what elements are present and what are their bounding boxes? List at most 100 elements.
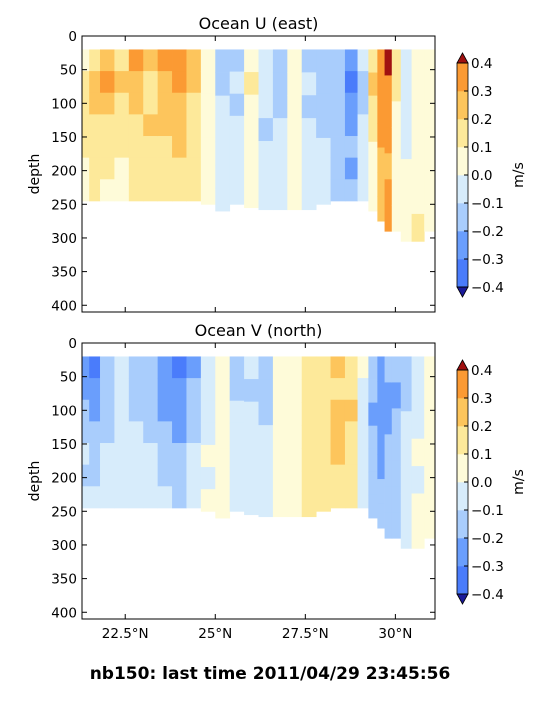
v-heatmap-cell xyxy=(272,493,288,518)
u-y-axis-label: depth xyxy=(27,154,43,195)
u-heatmap-cell xyxy=(287,95,303,119)
u-colorbar-label: m/s xyxy=(511,162,527,188)
v-colorbar-tick-label: −0.4 xyxy=(471,587,504,603)
u-heatmap-cell xyxy=(424,101,435,128)
v-heatmap-cell xyxy=(186,421,202,444)
v-heatmap-cell xyxy=(287,356,303,380)
u-heatmap-cell xyxy=(89,179,101,202)
u-heatmap-cell xyxy=(100,136,115,159)
v-heatmap-cell xyxy=(272,470,288,495)
u-heatmap-cell xyxy=(100,49,115,72)
v-heatmap-cell xyxy=(377,454,385,480)
u-colorbar-tick-label: 0.2 xyxy=(471,112,492,128)
v-heatmap-cell xyxy=(157,443,173,466)
v-colorbar-tick-label: −0.2 xyxy=(471,531,504,547)
v-colorbar-segment xyxy=(457,482,468,511)
v-heatmap-cell xyxy=(368,379,378,404)
v-heatmap-cell xyxy=(344,421,358,444)
v-heatmap-cell xyxy=(330,399,346,422)
u-heatmap-cell xyxy=(272,141,288,165)
u-heatmap-cell xyxy=(89,71,101,94)
u-y-tick-label: 50 xyxy=(60,63,77,79)
u-heatmap-cell xyxy=(89,49,101,72)
u-heatmap-cell xyxy=(330,179,346,202)
u-heatmap-cell xyxy=(411,104,425,133)
v-heatmap-cell xyxy=(244,424,259,448)
u-heatmap-cell xyxy=(100,179,115,202)
v-y-tick-label: 100 xyxy=(51,403,77,419)
v-colorbar-tick-label: 0.4 xyxy=(471,363,492,379)
u-y-tick-label: 150 xyxy=(51,130,77,146)
u-heatmap-cell xyxy=(172,49,187,72)
u-heatmap-cell xyxy=(128,136,144,159)
v-heatmap-cell xyxy=(82,421,90,444)
v-heatmap-cell xyxy=(229,489,245,512)
v-heatmap-cell xyxy=(82,443,90,466)
v-heatmap-cell xyxy=(330,356,346,379)
u-colorbar-tick-label: 0.4 xyxy=(471,56,492,72)
u-y-tick-label: 200 xyxy=(51,164,77,180)
v-heatmap-cell xyxy=(172,378,187,401)
u-heatmap-cell xyxy=(82,179,90,202)
v-heatmap-cell xyxy=(229,356,245,379)
u-heatmap-cell xyxy=(100,157,115,180)
u-heatmap-cell xyxy=(157,49,173,72)
v-heatmap-cell xyxy=(186,486,202,509)
u-heatmap-cell xyxy=(244,94,259,118)
v-y-tick-label: 250 xyxy=(51,504,77,520)
u-heatmap-cell xyxy=(301,186,317,211)
u-heatmap-cell xyxy=(357,179,369,202)
u-heatmap-cell xyxy=(272,118,288,142)
v-x-tick-label: 30°N xyxy=(378,626,412,642)
v-heatmap-cell xyxy=(391,434,402,461)
v-heatmap-cell xyxy=(287,493,303,518)
v-heatmap-cell xyxy=(384,408,393,435)
u-heatmap-cell xyxy=(424,205,435,232)
u-heatmap-cell xyxy=(377,196,385,222)
v-heatmap-cell xyxy=(157,378,173,401)
v-heatmap-cell xyxy=(301,425,317,449)
v-heatmap-cell xyxy=(82,486,90,509)
v-heatmap-cell xyxy=(411,438,425,467)
u-heatmap-cell xyxy=(186,136,202,159)
u-heatmap-cell xyxy=(400,186,412,215)
u-heatmap-cell xyxy=(330,92,346,115)
v-heatmap-cell xyxy=(100,464,115,487)
u-heatmap-cell xyxy=(316,182,331,205)
v-heatmap-cell xyxy=(391,408,402,435)
u-heatmap-cell xyxy=(400,213,412,242)
v-y-tick-label: 300 xyxy=(51,538,77,554)
u-heatmap-cell xyxy=(330,157,346,180)
u-heatmap-cell xyxy=(82,157,90,180)
u-heatmap-cell xyxy=(215,164,231,189)
v-heatmap-cell xyxy=(128,421,144,444)
v-heatmap-cell xyxy=(215,379,231,404)
v-heatmap-cell xyxy=(244,469,259,493)
v-heatmap-cell xyxy=(357,378,369,401)
u-colorbar-tick-label: −0.1 xyxy=(471,196,504,212)
v-heatmap-cell xyxy=(411,466,425,494)
v-heatmap-cell xyxy=(200,378,216,402)
v-heatmap-cell xyxy=(384,434,393,461)
v-heatmap-cell xyxy=(272,356,288,380)
u-heatmap-cell xyxy=(172,71,187,94)
v-heatmap-cell xyxy=(229,467,245,490)
v-heatmap-cell xyxy=(128,378,144,401)
v-heatmap-cell xyxy=(143,464,159,487)
u-y-tick-label: 300 xyxy=(51,231,77,247)
v-colorbar-segment xyxy=(457,398,468,427)
u-heatmap-cell xyxy=(89,114,101,137)
v-heatmap-cell xyxy=(172,399,187,422)
v-heatmap-cell xyxy=(114,378,130,401)
u-heatmap-cell xyxy=(377,98,385,124)
v-heatmap-cell xyxy=(391,356,402,383)
v-heatmap-cell xyxy=(143,399,159,422)
v-heatmap-cell xyxy=(186,464,202,487)
u-heatmap-cell xyxy=(215,72,231,97)
u-heatmap-cell xyxy=(316,160,331,183)
u-heatmap-cell xyxy=(244,117,259,141)
u-heatmap-cell xyxy=(157,179,173,202)
u-heatmap-cell xyxy=(244,162,259,186)
u-heatmap-cell xyxy=(368,141,378,166)
u-heatmap-cell xyxy=(368,118,378,143)
